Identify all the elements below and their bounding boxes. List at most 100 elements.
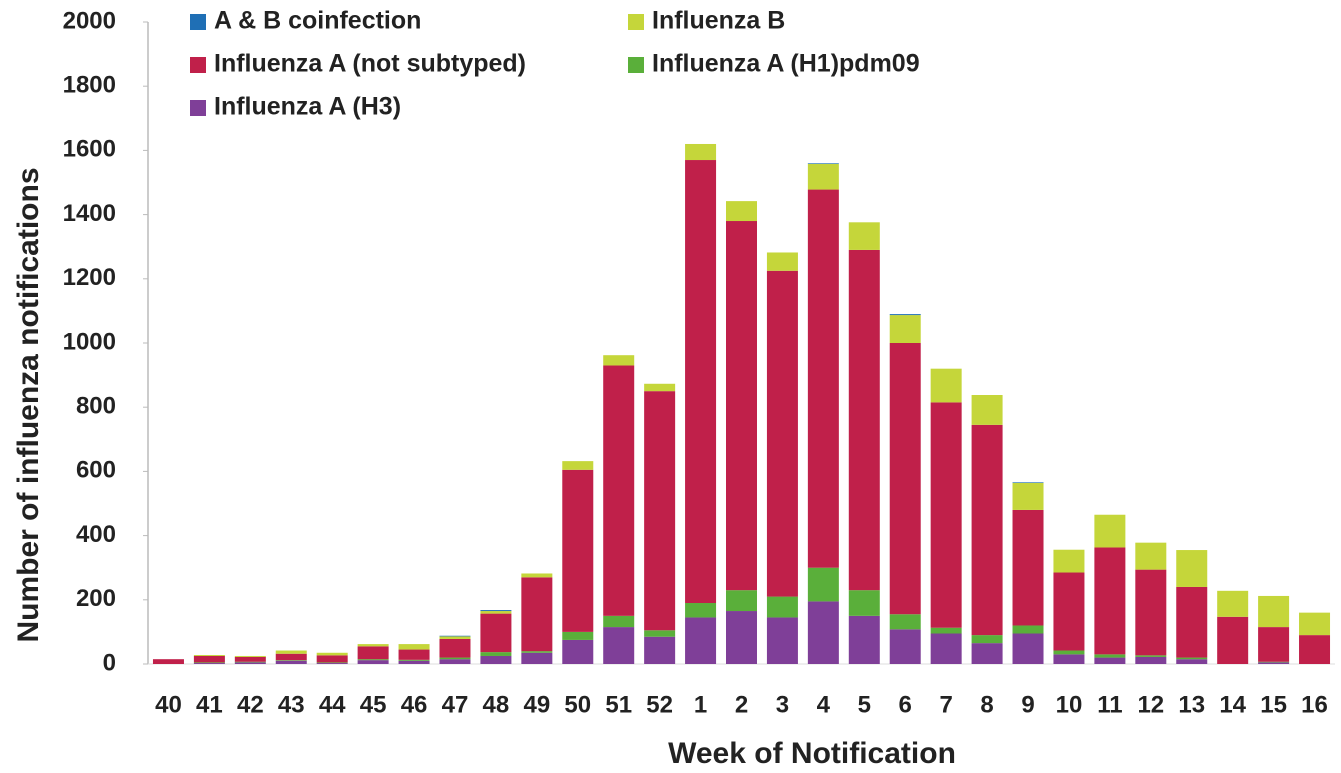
bar-segment xyxy=(971,424,1003,636)
y-tick-label: 200 xyxy=(76,585,116,612)
legend-swatch xyxy=(190,14,206,30)
bar-segment xyxy=(1094,657,1126,664)
bar-segment xyxy=(357,659,389,661)
bar-segment xyxy=(1012,633,1044,664)
bar-segment xyxy=(439,635,471,637)
x-tick-label: 8 xyxy=(980,691,993,718)
bar-segment xyxy=(1053,650,1085,655)
legend-label: A & B coinfection xyxy=(214,7,421,35)
bar-segment xyxy=(766,270,798,597)
x-tick-label: 12 xyxy=(1137,691,1164,718)
x-tick-label: 6 xyxy=(899,691,912,718)
bar-segment xyxy=(357,644,389,647)
legend-label: Influenza A (not subtyped) xyxy=(214,50,526,78)
bar-segment xyxy=(685,160,717,604)
bar-segment xyxy=(316,663,348,664)
bar-segment xyxy=(766,617,798,664)
bar-segment xyxy=(1012,625,1044,634)
bar-segment xyxy=(726,590,757,612)
bar-segment xyxy=(234,656,266,662)
bar-segment xyxy=(275,660,307,661)
x-tick-label: 41 xyxy=(196,691,223,718)
bar-segment xyxy=(562,639,594,664)
x-tick-label: 46 xyxy=(401,691,428,718)
bar-segment xyxy=(1176,657,1208,660)
bar-segment xyxy=(316,652,348,656)
bar-segment xyxy=(807,163,839,190)
bar-segment xyxy=(603,627,635,664)
x-tick-label: 44 xyxy=(319,691,346,718)
bar-segment xyxy=(480,611,512,614)
x-tick-label: 5 xyxy=(858,691,871,718)
bar-segment xyxy=(644,391,676,631)
bar-segment xyxy=(1053,654,1085,664)
bar-segment xyxy=(1135,655,1167,657)
bar-segment xyxy=(193,655,225,656)
y-tick-label: 600 xyxy=(76,457,116,484)
bar-segment xyxy=(398,649,430,660)
bar-segment xyxy=(1012,509,1044,626)
bar-segment xyxy=(1299,635,1331,664)
bar-segment xyxy=(193,663,225,664)
bar-segment xyxy=(480,655,512,664)
x-tick-label: 48 xyxy=(483,691,510,718)
bar-segment xyxy=(316,662,348,664)
bar-segment xyxy=(685,617,717,664)
bar-segment xyxy=(889,315,921,343)
bar-segment xyxy=(1299,612,1331,636)
bar-segment xyxy=(521,652,553,664)
bar-segment xyxy=(234,661,266,663)
bar-segment xyxy=(644,636,676,664)
bar-segment xyxy=(807,163,839,164)
bar-segment xyxy=(685,143,717,161)
bar-segment xyxy=(1094,514,1126,548)
bar-segment xyxy=(562,631,594,640)
x-tick-label: 42 xyxy=(237,691,264,718)
bar-segment xyxy=(1176,659,1208,664)
bar-segment xyxy=(889,314,921,316)
bar-segment xyxy=(562,461,594,470)
bar-segment xyxy=(644,383,676,392)
bar-segment xyxy=(398,659,430,661)
bar-segment xyxy=(480,652,512,656)
bar-segment xyxy=(807,189,839,568)
bar-segment xyxy=(930,633,962,664)
bar-segment xyxy=(971,395,1003,425)
bar-segment xyxy=(316,655,348,663)
bar-segment xyxy=(521,573,553,578)
bar-segment xyxy=(807,567,839,602)
x-tick-label: 40 xyxy=(155,691,182,718)
bar-segment xyxy=(1135,569,1167,656)
y-tick-label: 800 xyxy=(76,393,116,420)
bar-segment xyxy=(1053,572,1085,651)
bar-segment xyxy=(398,644,430,650)
bar-segment xyxy=(1176,586,1208,658)
x-tick-label: 4 xyxy=(817,691,831,718)
x-tick-label: 14 xyxy=(1219,691,1246,718)
x-tick-label: 52 xyxy=(646,691,673,718)
bar-segment xyxy=(357,646,389,660)
legend-swatch xyxy=(190,57,206,73)
bar-segment xyxy=(644,630,676,637)
y-axis-title: Number of influenza notifications xyxy=(12,167,45,642)
bar-segment xyxy=(562,469,594,632)
y-tick-label: 1600 xyxy=(63,136,116,163)
bar-segment xyxy=(439,657,471,660)
x-tick-label: 2 xyxy=(735,691,748,718)
legend-swatch xyxy=(190,100,206,116)
bar-segment xyxy=(1012,482,1044,483)
y-tick-label: 2000 xyxy=(63,7,116,34)
bar-segment xyxy=(1094,654,1126,658)
bar-segment xyxy=(1135,542,1167,570)
bar-segment xyxy=(1012,482,1044,510)
bar-segment xyxy=(357,660,389,664)
x-tick-label: 3 xyxy=(776,691,789,718)
bar-segment xyxy=(726,611,757,664)
bar-segment xyxy=(848,249,880,591)
bar-segment xyxy=(439,638,471,658)
bar-segment xyxy=(889,343,921,615)
bar-segment xyxy=(889,614,921,630)
bar-segment xyxy=(726,221,757,591)
legend-label: Influenza A (H1)pdm09 xyxy=(652,50,920,78)
